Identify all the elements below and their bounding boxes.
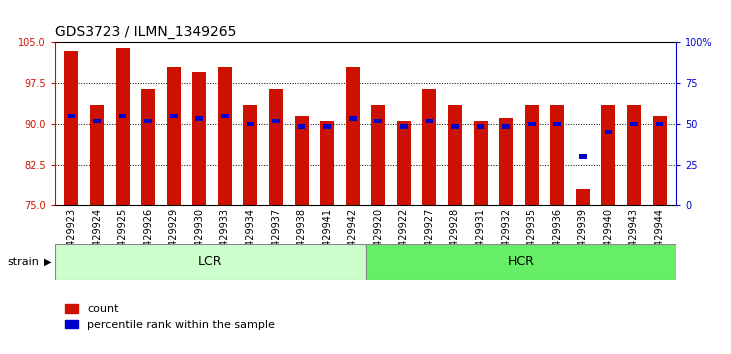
Bar: [323, 125, 331, 129]
Bar: [371, 105, 385, 205]
Bar: [425, 119, 433, 123]
Text: LCR: LCR: [198, 256, 222, 268]
Bar: [366, 244, 676, 280]
Legend: count, percentile rank within the sample: count, percentile rank within the sample: [61, 299, 279, 334]
Bar: [67, 114, 75, 118]
Bar: [477, 125, 485, 129]
Bar: [167, 67, 181, 205]
Bar: [653, 116, 667, 205]
Bar: [298, 125, 306, 129]
Bar: [218, 67, 232, 205]
Text: GDS3723 / ILMN_1349265: GDS3723 / ILMN_1349265: [55, 25, 236, 39]
Bar: [451, 125, 459, 129]
Bar: [118, 114, 126, 118]
Bar: [246, 122, 254, 126]
Bar: [269, 88, 283, 205]
Bar: [349, 116, 357, 121]
Bar: [550, 105, 564, 205]
Bar: [170, 114, 178, 118]
Bar: [346, 67, 360, 205]
Bar: [93, 119, 101, 123]
Bar: [553, 122, 561, 126]
Bar: [272, 119, 280, 123]
Bar: [602, 105, 616, 205]
Bar: [144, 119, 152, 123]
Bar: [90, 105, 104, 205]
Bar: [400, 125, 408, 129]
Bar: [192, 72, 206, 205]
Bar: [499, 119, 513, 205]
Text: HCR: HCR: [507, 256, 534, 268]
Bar: [474, 121, 488, 205]
Bar: [528, 122, 536, 126]
Text: ▶: ▶: [44, 257, 51, 267]
Bar: [55, 244, 366, 280]
Bar: [374, 119, 382, 123]
Bar: [64, 51, 78, 205]
Bar: [397, 121, 411, 205]
Bar: [243, 105, 257, 205]
Bar: [141, 88, 155, 205]
Bar: [579, 154, 587, 159]
Bar: [630, 122, 638, 126]
Bar: [423, 88, 436, 205]
Bar: [502, 125, 510, 129]
Bar: [195, 116, 203, 121]
Bar: [448, 105, 462, 205]
Bar: [525, 105, 539, 205]
Text: strain: strain: [7, 257, 39, 267]
Bar: [656, 122, 664, 126]
Bar: [576, 189, 590, 205]
Bar: [320, 121, 334, 205]
Bar: [605, 130, 613, 134]
Bar: [295, 116, 308, 205]
Bar: [115, 48, 129, 205]
Bar: [627, 105, 641, 205]
Bar: [221, 114, 229, 118]
